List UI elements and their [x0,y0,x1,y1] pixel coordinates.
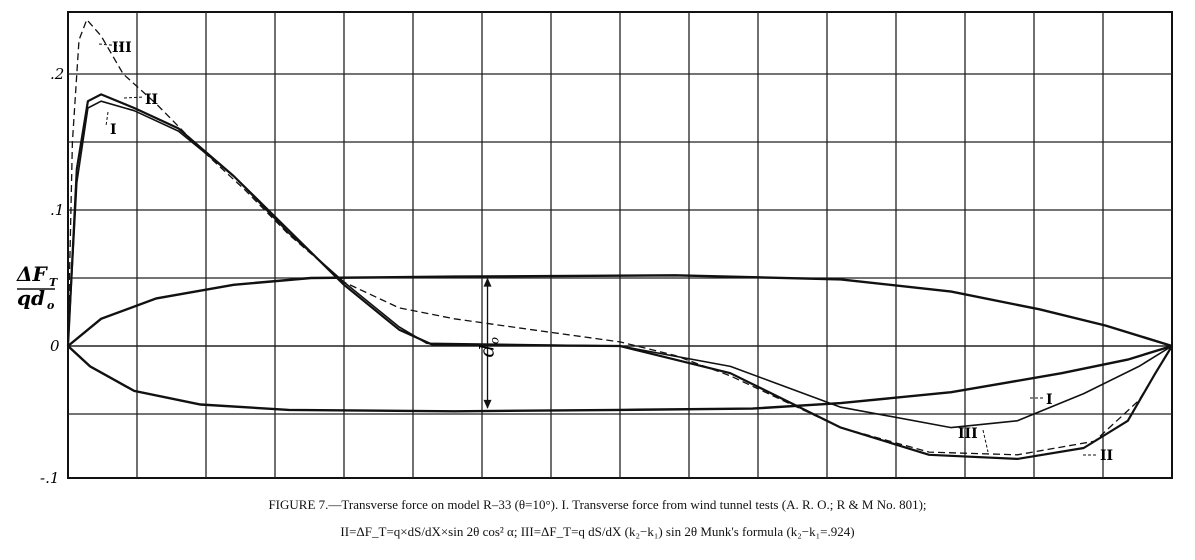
diameter-label: d [475,344,499,357]
figure-caption-line-1: FIGURE 7.—Transverse force on model R–33… [268,497,927,512]
hull-outline-upper [67,274,1173,348]
annotation-label-III: III [112,40,132,56]
hull-outline-lower [67,344,1173,413]
series-line-II [66,93,1173,460]
annotation-leader-I [105,111,109,127]
grid [67,11,1173,479]
series-layer [66,18,1173,460]
annotation-leader-III [982,429,989,453]
diameter-label-sub: o [488,337,502,344]
y-axis-title: ΔF T qd o [16,262,58,312]
y-axis-title-numerator-sub: T [49,276,58,289]
y-tick-label: .2 [50,65,64,83]
y-tick-label: .1 [50,201,64,219]
y-axis-title-denominator: qd [17,286,45,310]
annotation-label-I: I [110,122,117,138]
y-axis-title-numerator: ΔF [16,262,49,286]
airship-outline [67,274,1173,413]
annotation-leader-III [98,43,122,47]
diameter-arrow-bottom [483,399,492,409]
annotation-label-II: II [145,92,158,108]
annotation-label-III: III [958,426,978,442]
annotation-leader-II [123,96,145,99]
y-axis-title-denominator-sub: o [47,299,54,312]
annotation-label-I: I [1046,392,1053,408]
diameter-arrow-top [483,277,492,287]
y-axis-labels: .2 .1 0 -.1 [40,65,64,487]
series-line-III [67,18,1173,456]
figure-caption-line-2: II=ΔF_T=q×dS/dX×sin 2θ cos² α; III=ΔF_T=… [340,524,855,539]
y-tick-label: 0 [50,337,60,355]
series-line-I [67,100,1173,429]
y-tick-label: -.1 [40,469,59,487]
annotation-label-II: II [1100,448,1113,464]
